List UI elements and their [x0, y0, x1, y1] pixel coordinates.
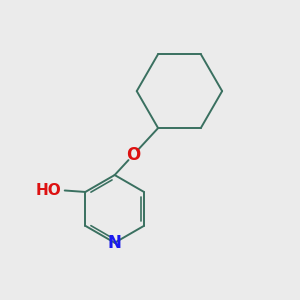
- Text: HO: HO: [36, 183, 62, 198]
- Text: O: O: [126, 146, 140, 164]
- Text: N: N: [108, 234, 122, 252]
